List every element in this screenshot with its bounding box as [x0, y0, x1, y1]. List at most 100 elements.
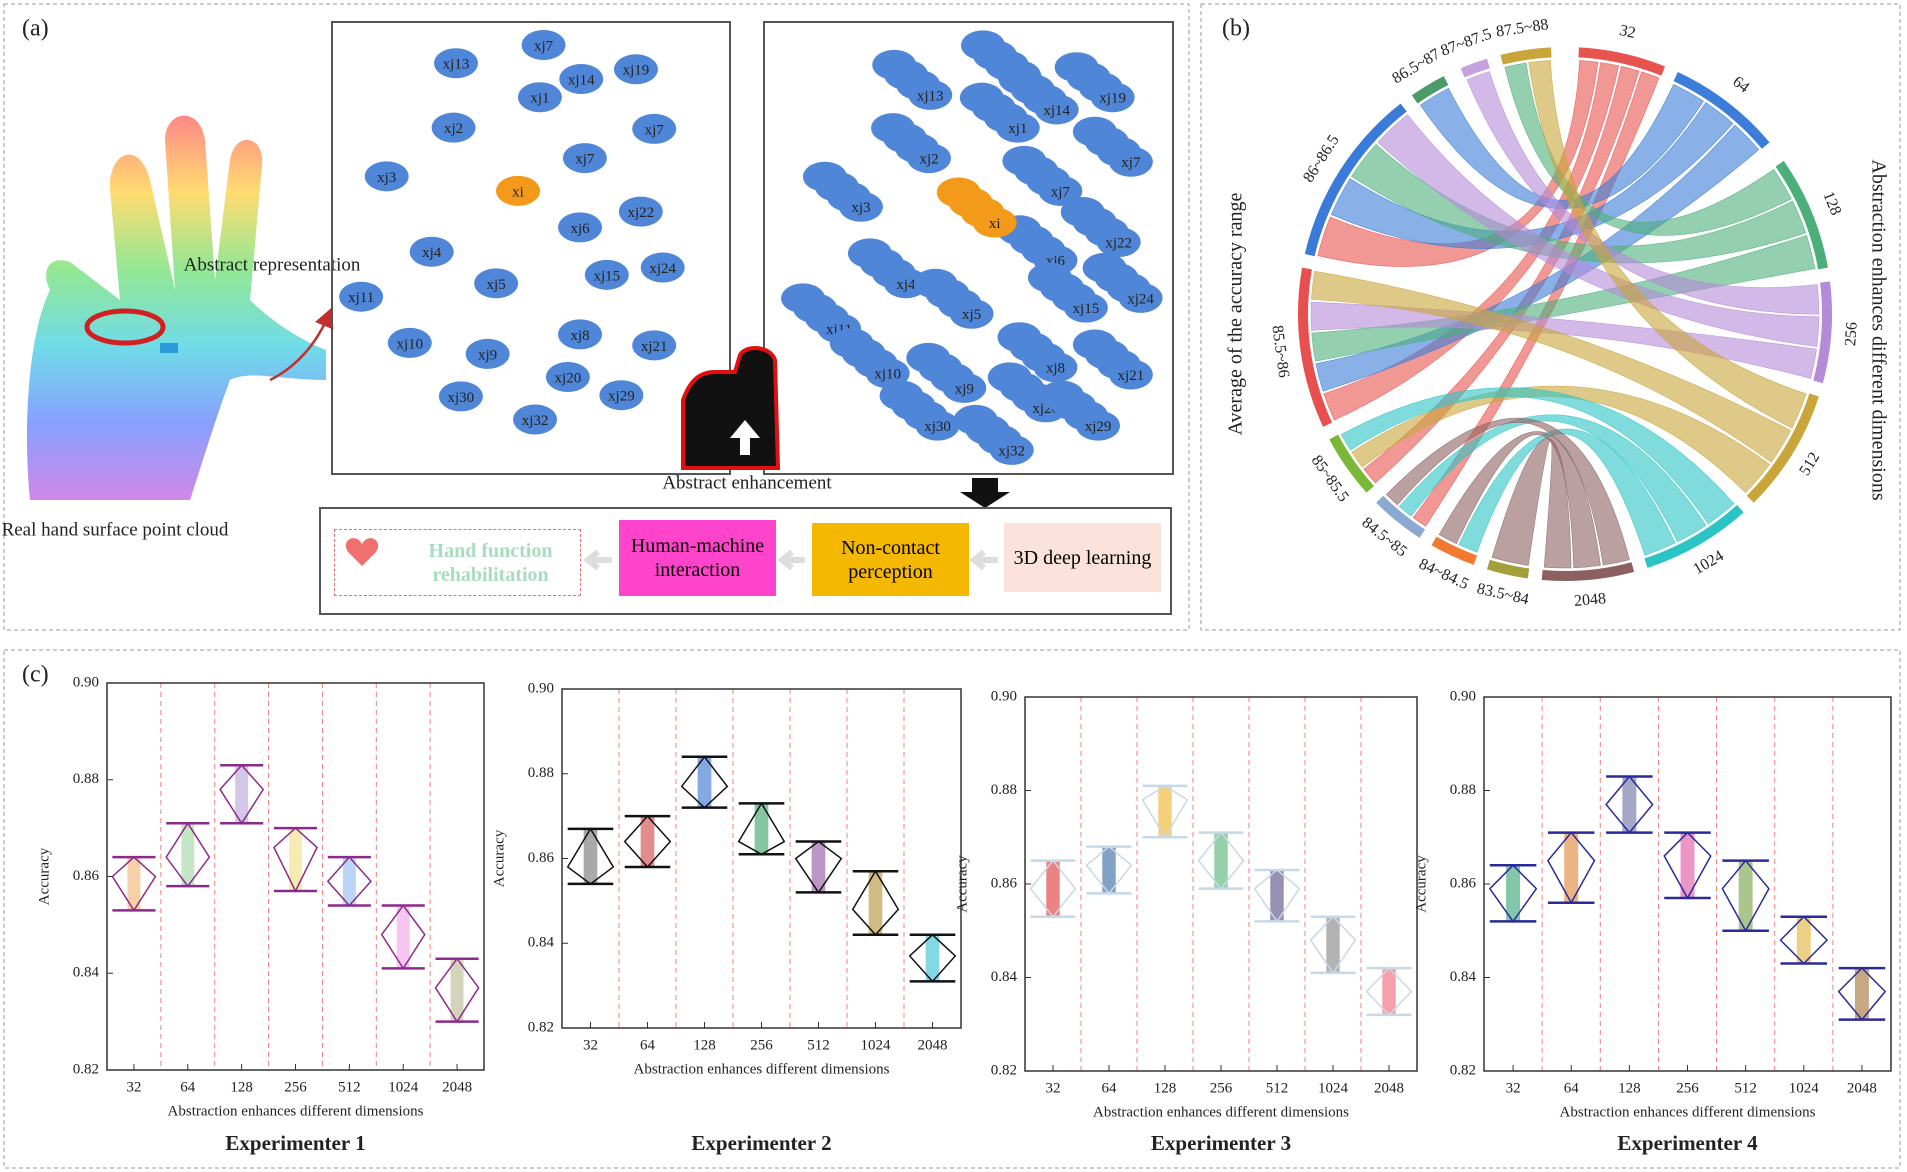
node-label: xj29 — [608, 389, 635, 405]
point-box — [763, 21, 1174, 475]
node — [942, 372, 987, 403]
y-tick-label: 0.82 — [991, 1062, 1017, 1078]
panel-label: (a) — [22, 16, 49, 42]
mean-diamond — [623, 815, 672, 869]
node — [908, 79, 953, 110]
mean-diamond — [680, 755, 729, 809]
arrow — [269, 307, 334, 382]
chord — [1385, 417, 1630, 566]
point-band — [1622, 776, 1637, 833]
y-tick-label: 0.86 — [1450, 875, 1477, 891]
node — [558, 319, 603, 350]
node — [465, 338, 510, 369]
x-tick-label: 64 — [1102, 1080, 1118, 1096]
node — [972, 207, 1017, 238]
point-band — [342, 857, 356, 906]
y-tick-label: 0.90 — [991, 688, 1017, 704]
chord — [1438, 431, 1601, 569]
point-band — [1854, 968, 1869, 1020]
node — [1090, 82, 1135, 113]
pipeline-step: Non-contact perception — [812, 523, 969, 596]
arc-label: 85.5~86 — [1268, 324, 1292, 378]
magnifier — [84, 308, 166, 346]
node — [431, 112, 476, 143]
panel-label: (b) — [1222, 16, 1250, 42]
pipeline-step: Human-machine interaction — [619, 520, 776, 596]
node — [517, 82, 562, 113]
hand-point-cloud — [26, 115, 326, 500]
node-label: xj19 — [623, 63, 650, 79]
node-label: xj24 — [1127, 291, 1154, 307]
node-label: xj7 — [1051, 184, 1071, 200]
x-tick-label: 32 — [583, 1037, 598, 1053]
chord — [1340, 387, 1735, 525]
node — [438, 381, 483, 412]
mean-diamond — [326, 856, 372, 907]
arc-label: 87~87.5 — [1439, 26, 1494, 60]
point-band — [289, 828, 302, 892]
node-label: xj6 — [570, 221, 590, 237]
node — [907, 143, 952, 174]
node-label: xj24 — [649, 261, 676, 277]
x-tick-label: 32 — [1506, 1080, 1521, 1096]
chord-arc — [1411, 76, 1449, 104]
arc-label: 2048 — [1573, 590, 1606, 610]
mean-diamond — [380, 904, 426, 970]
node-label: xj9 — [478, 347, 497, 363]
node-label: xi — [989, 216, 1001, 232]
chord-arc — [1431, 536, 1478, 565]
node — [1108, 146, 1153, 177]
mean-diamond — [1721, 859, 1770, 933]
x-tick-label: 1024 — [388, 1079, 419, 1095]
node-label: xj32 — [998, 443, 1025, 459]
mean-diamond — [1547, 831, 1596, 905]
node — [1118, 282, 1163, 313]
node-label: xj3 — [377, 170, 396, 186]
chart-title: Experimenter 2 — [691, 1131, 831, 1155]
x-tick-label: 32 — [126, 1079, 141, 1095]
point-band — [1270, 869, 1284, 922]
node — [1033, 352, 1078, 383]
y-tick-label: 0.90 — [528, 680, 554, 696]
y-axis-title: Accuracy — [491, 829, 507, 887]
node — [838, 191, 883, 222]
node-label: xj1 — [1008, 121, 1027, 137]
node-label: xj19 — [1099, 91, 1126, 107]
mean-diamond — [165, 821, 211, 888]
y-axis-title: Accuracy — [1413, 855, 1429, 913]
x-tick-label: 2048 — [918, 1037, 948, 1053]
chord — [1317, 60, 1599, 267]
plot-frame — [561, 688, 962, 1029]
node — [1096, 226, 1141, 257]
x-tick-label: 128 — [1154, 1080, 1177, 1096]
x-tick-label: 512 — [338, 1079, 361, 1095]
mean-diamond — [1197, 831, 1245, 890]
point-box — [331, 21, 731, 475]
point-band — [1326, 916, 1340, 973]
node — [513, 404, 558, 435]
x-tick-label: 256 — [1210, 1080, 1233, 1096]
chord — [1491, 438, 1572, 569]
point-band — [1738, 860, 1753, 931]
x-tick-label: 256 — [750, 1037, 773, 1053]
arc-label: 128 — [1819, 189, 1844, 218]
node-label: xj21 — [641, 339, 668, 355]
axis-title: Average of the accuracy range — [1225, 192, 1247, 435]
mean-diamond — [111, 856, 157, 912]
node-label: xj30 — [448, 390, 475, 406]
node-label: xj10 — [874, 367, 901, 383]
node-label: xj11 — [348, 290, 374, 306]
arc-label: 87.5~88 — [1495, 16, 1550, 41]
y-tick-label: 0.90 — [73, 674, 99, 690]
node-label: xj1 — [530, 91, 549, 107]
point-band — [1158, 785, 1172, 838]
y-tick-label: 0.84 — [528, 935, 555, 951]
panel-frame — [3, 3, 1190, 631]
point-band — [754, 803, 769, 855]
arrow — [583, 549, 612, 571]
x-tick-label: 256 — [284, 1079, 307, 1095]
plot-frame — [1024, 696, 1418, 1072]
node-label: xj21 — [1118, 368, 1145, 384]
